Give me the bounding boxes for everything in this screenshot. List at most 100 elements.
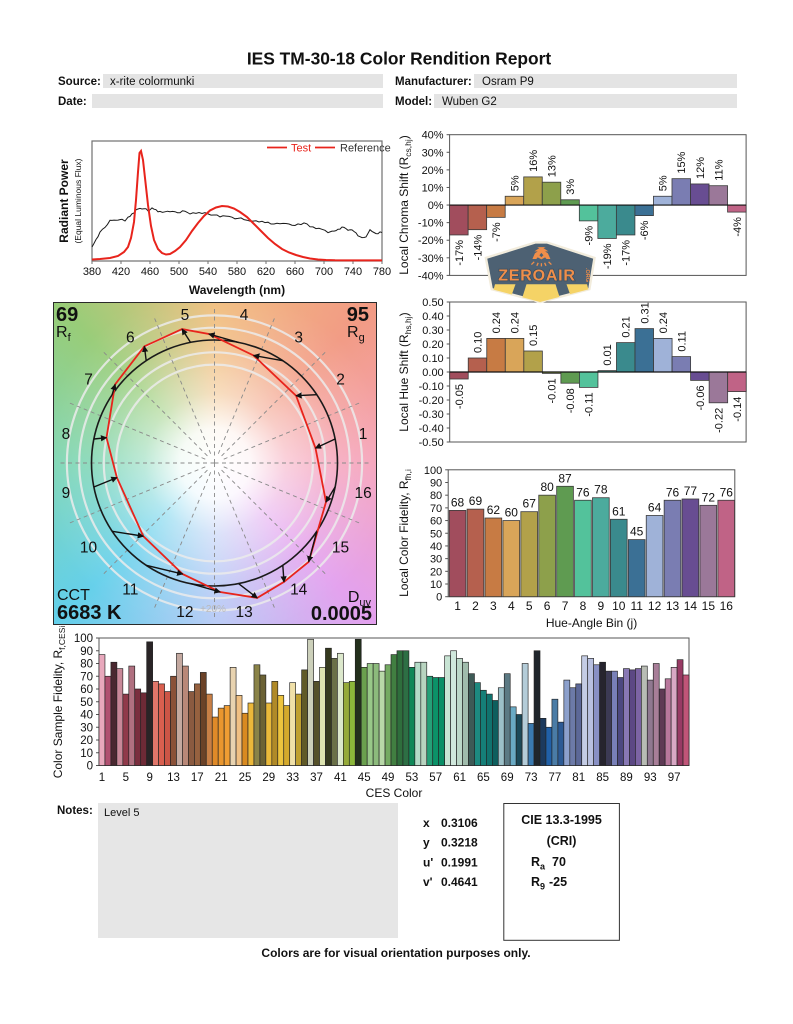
svg-text:-25: -25 (549, 875, 567, 889)
svg-text:16%: 16% (528, 150, 540, 172)
svg-text:0.24: 0.24 (658, 312, 670, 333)
svg-text:60: 60 (430, 516, 442, 528)
svg-text:76: 76 (576, 485, 590, 499)
svg-text:100: 100 (424, 465, 442, 477)
svg-text:4: 4 (240, 307, 249, 324)
svg-text:50: 50 (80, 697, 93, 709)
svg-text:780: 780 (373, 266, 391, 278)
svg-text:1: 1 (99, 772, 105, 784)
svg-text:700: 700 (315, 266, 333, 278)
svg-text:5%: 5% (509, 175, 521, 191)
svg-text:53: 53 (406, 772, 419, 784)
svg-text:49: 49 (382, 772, 395, 784)
svg-text:0.20: 0.20 (422, 339, 443, 351)
svg-text:12: 12 (176, 604, 193, 621)
svg-text:0.00: 0.00 (422, 367, 443, 379)
svg-text:0.0005: 0.0005 (311, 603, 372, 625)
svg-text:-10%: -10% (418, 218, 444, 230)
svg-text:14: 14 (684, 599, 698, 613)
svg-text:Local Hue Shift (Rhs,hj): Local Hue Shift (Rhs,hj) (397, 312, 413, 431)
svg-text:Color Sample Fidelity, Rf,CESi: Color Sample Fidelity, Rf,CESi (51, 626, 67, 779)
svg-text:660: 660 (286, 266, 304, 278)
svg-text:60: 60 (80, 684, 93, 696)
svg-text:-0.20: -0.20 (419, 395, 444, 407)
svg-text:5%: 5% (658, 175, 670, 191)
svg-text:0.11: 0.11 (676, 331, 688, 352)
svg-text:11: 11 (630, 599, 643, 613)
svg-text:45: 45 (630, 525, 644, 539)
svg-text:68: 68 (451, 495, 465, 509)
svg-text:0.4641: 0.4641 (441, 875, 478, 889)
svg-text:Wavelength (nm): Wavelength (nm) (189, 283, 285, 297)
svg-text:90: 90 (80, 646, 93, 658)
svg-text:Test: Test (291, 143, 311, 155)
svg-text:500: 500 (170, 266, 188, 278)
svg-text:Model:: Model: (395, 96, 432, 108)
svg-text:-0.14: -0.14 (732, 397, 744, 422)
svg-text:(Equal Luminous Flux): (Equal Luminous Flux) (73, 158, 83, 243)
svg-text:80: 80 (540, 480, 554, 494)
svg-text:y: y (423, 836, 430, 850)
svg-text:0.30: 0.30 (422, 325, 443, 337)
svg-text:x: x (423, 816, 430, 830)
svg-text:45: 45 (358, 772, 371, 784)
svg-text:0: 0 (87, 761, 93, 773)
svg-text:15: 15 (332, 540, 349, 557)
svg-text:4: 4 (508, 599, 515, 613)
svg-text:16: 16 (720, 599, 734, 613)
svg-text:13%: 13% (547, 155, 559, 177)
svg-text:CES Color: CES Color (366, 786, 423, 800)
svg-text:-40%: -40% (418, 270, 444, 282)
svg-text:0.15: 0.15 (528, 325, 540, 346)
svg-text:64: 64 (648, 500, 662, 514)
svg-text:Date:: Date: (58, 96, 87, 108)
svg-text:85: 85 (596, 772, 609, 784)
svg-text:Colors are for visual orientat: Colors are for visual orientation purpos… (261, 946, 530, 960)
svg-text:87: 87 (558, 471, 572, 485)
svg-text:67: 67 (523, 497, 537, 511)
svg-text:0.24: 0.24 (491, 312, 503, 333)
svg-text:Rg: Rg (347, 324, 365, 344)
svg-text:25: 25 (239, 772, 252, 784)
svg-text:620: 620 (257, 266, 275, 278)
svg-text:70: 70 (552, 855, 566, 869)
svg-text:Level 5: Level 5 (104, 807, 139, 819)
svg-text:740: 740 (344, 266, 362, 278)
svg-text:0.40: 0.40 (422, 311, 443, 323)
svg-text:6683 K: 6683 K (57, 602, 122, 624)
svg-text:0.24: 0.24 (510, 312, 522, 333)
svg-text:76: 76 (720, 485, 734, 499)
svg-text:460: 460 (141, 266, 159, 278)
svg-text:Ra: Ra (531, 855, 546, 872)
svg-text:1: 1 (359, 426, 368, 443)
svg-text:Rf: Rf (56, 324, 72, 344)
svg-text:Source:: Source: (58, 76, 101, 88)
svg-text:-0.50: -0.50 (419, 437, 444, 449)
svg-text:Local Color Fidelity, Rfh,i: Local Color Fidelity, Rfh,i (397, 469, 413, 597)
svg-text:72: 72 (702, 490, 716, 504)
svg-text:30: 30 (430, 554, 442, 566)
svg-text:61: 61 (612, 504, 626, 518)
svg-text:9: 9 (62, 485, 71, 502)
svg-text:-17%: -17% (454, 240, 466, 266)
svg-text:69: 69 (469, 494, 483, 508)
svg-text:70: 70 (430, 503, 442, 515)
svg-text:100: 100 (74, 633, 93, 645)
svg-text:Hue-Angle Bin (j): Hue-Angle Bin (j) (546, 616, 637, 630)
svg-text:89: 89 (620, 772, 633, 784)
svg-text:0: 0 (436, 592, 442, 604)
svg-text:0.31: 0.31 (639, 302, 651, 323)
svg-text:70: 70 (80, 671, 93, 683)
svg-text:Local Chroma Shift (Rcs,hj): Local Chroma Shift (Rcs,hj) (397, 135, 413, 275)
svg-text:61: 61 (453, 772, 466, 784)
svg-text:6: 6 (126, 330, 135, 347)
svg-text:80: 80 (430, 490, 442, 502)
svg-text:78: 78 (594, 483, 608, 497)
svg-text:-0.08: -0.08 (565, 388, 577, 413)
svg-text:14: 14 (290, 582, 308, 599)
svg-text:13: 13 (167, 772, 180, 784)
svg-text:80: 80 (80, 659, 93, 671)
svg-text:540: 540 (199, 266, 217, 278)
svg-text:5: 5 (181, 307, 190, 324)
svg-text:69: 69 (56, 304, 78, 326)
